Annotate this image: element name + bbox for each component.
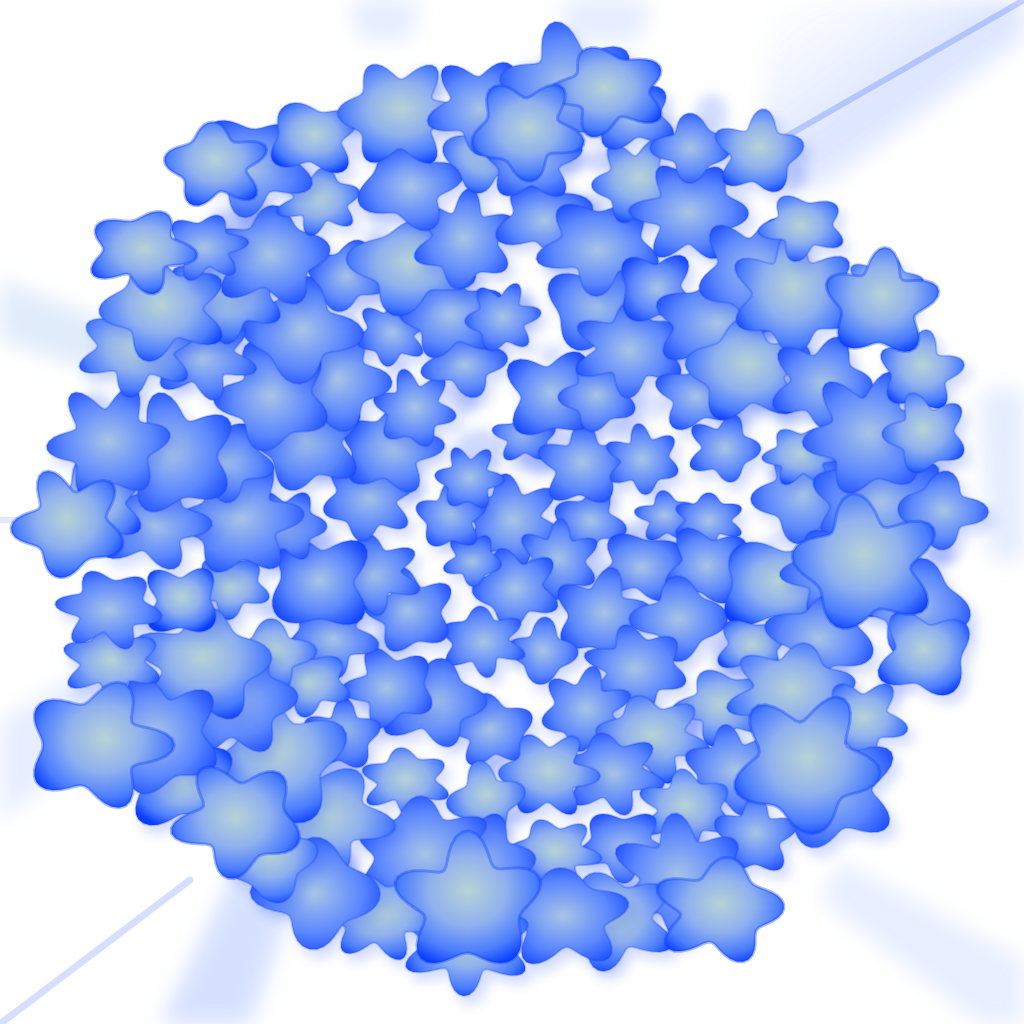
large-petal-cluster: [169, 765, 302, 881]
large-petal-cluster: [393, 829, 543, 965]
large-petal-cluster: [790, 492, 937, 630]
petal-cluster: [605, 422, 680, 496]
large-petal-cluster: [162, 120, 269, 208]
large-petal-cluster: [9, 469, 125, 580]
petal-cluster: [54, 570, 163, 651]
large-petal-cluster: [655, 855, 786, 964]
large-petal-cluster: [824, 245, 941, 354]
large-petal-cluster: [470, 83, 586, 183]
large-petal-cluster: [546, 46, 663, 139]
petal-cluster: [146, 567, 217, 633]
blue-petal-clusters: [9, 20, 996, 1006]
petal-cluster: [757, 194, 844, 263]
petal-cluster: [896, 470, 990, 551]
petal-cluster: [537, 420, 628, 504]
petal-cluster: [336, 63, 467, 165]
petal-cluster: [881, 392, 966, 474]
petal-cluster: [434, 446, 506, 509]
petal-cluster: [714, 108, 805, 193]
petal-cluster-layer: [9, 20, 996, 1006]
petal-cluster: [877, 610, 971, 697]
petal-cluster: [158, 214, 250, 282]
large-petal-cluster: [89, 210, 199, 296]
large-petal-cluster: [733, 695, 882, 836]
petal-cluster: [688, 413, 762, 484]
petal-cluster: [270, 101, 359, 174]
large-petal-cluster: [32, 680, 176, 810]
